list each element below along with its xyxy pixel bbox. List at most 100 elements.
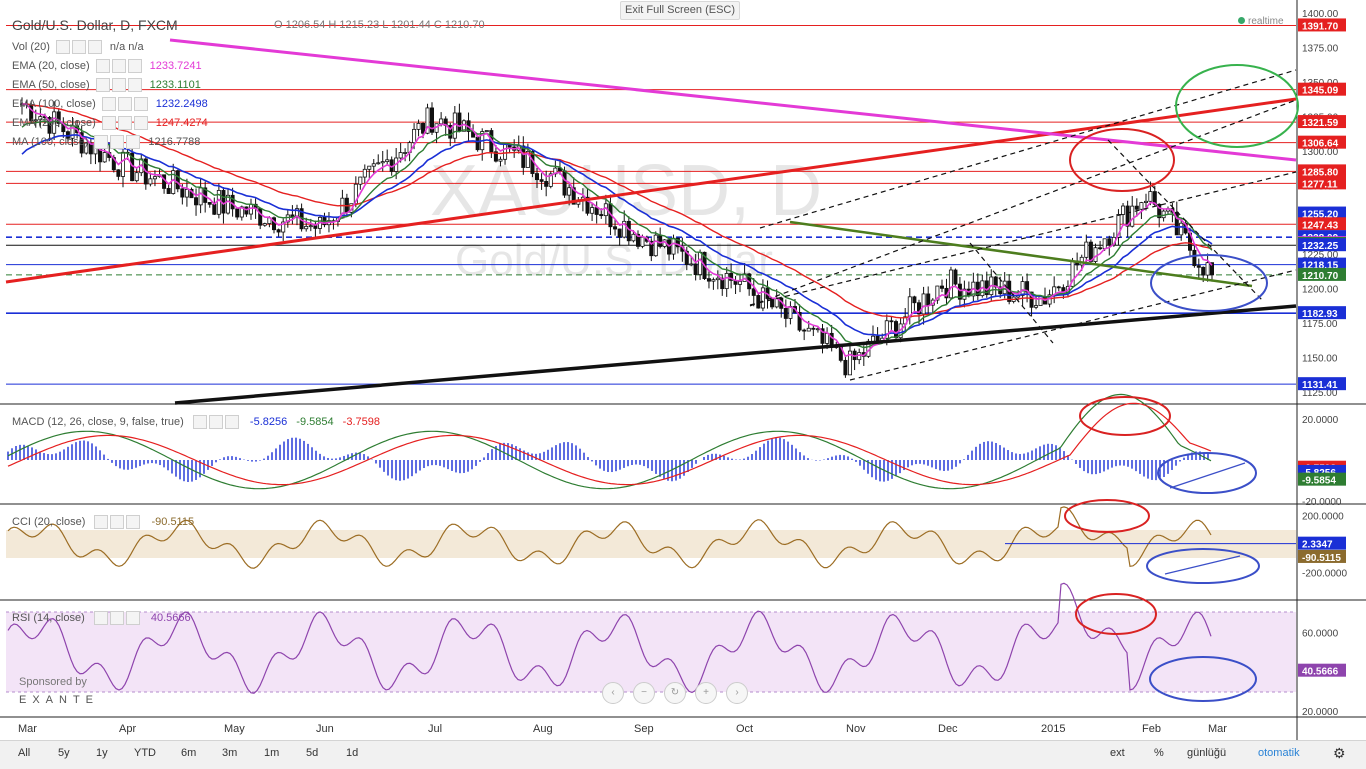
range-button-3m[interactable]: 3m [222,747,238,759]
candle-body [380,161,385,164]
legend-value: 1233.1101 [149,78,201,91]
time-axis-label: Jul [428,723,442,735]
candle-body [715,277,720,281]
candle-body [622,220,627,238]
scroll-left-icon[interactable]: ‹ [602,682,624,704]
range-button-5y[interactable]: 5y [58,747,70,759]
range-button-all[interactable]: All [18,747,31,759]
rsi-controls[interactable] [93,611,142,625]
range-button-ytd[interactable]: YTD [134,747,156,759]
price-label-box [1298,82,1346,96]
legend-row: EMA (20, close) 1233.7241 [12,59,208,73]
eye-icon[interactable] [95,78,110,92]
eye-icon[interactable] [93,611,108,625]
close-icon[interactable] [133,116,148,130]
candle-body [198,187,203,206]
legend-row: Vol (20) n/a n/a [12,40,150,54]
watermark-symbol: XAUUSD, D [430,151,822,231]
cci-legend: CCI (20, close) -90.5115 [12,515,200,529]
candle-body [1144,200,1149,203]
gear-icon[interactable] [117,97,132,111]
gear-icon[interactable] [110,515,125,529]
range-button-1m[interactable]: 1m [264,747,280,759]
gear-icon[interactable] [111,59,126,73]
price-tick-label: 1300.00 [1302,147,1339,158]
toolbar-option-1[interactable]: % [1154,747,1164,759]
range-button-5d[interactable]: 5d [306,747,319,759]
toolbar-option-3[interactable]: otomatik [1258,747,1300,759]
macd-line [7,393,1212,490]
toolbar-option-0[interactable]: ext [1110,747,1125,759]
close-icon[interactable] [133,97,148,111]
candle-body [756,295,761,309]
cci-line [7,506,1212,569]
settings-gear-icon[interactable]: ⚙ [1333,745,1346,761]
legend-value: 1216.7788 [148,135,201,148]
chart-navigation[interactable]: ‹ − ↻ + › [602,682,757,704]
eye-icon[interactable] [55,40,70,54]
close-icon[interactable] [87,40,102,54]
candle-body [544,181,549,187]
price-label-box [1298,206,1346,220]
eye-icon[interactable] [192,415,207,429]
eye-icon[interactable] [101,116,116,130]
scroll-right-icon[interactable]: › [726,682,748,704]
gear-icon[interactable] [110,135,125,149]
zoom-out-icon[interactable]: − [633,682,655,704]
close-icon[interactable] [127,59,142,73]
rsi-label: RSI (14, close) [12,611,85,624]
range-button-6m[interactable]: 6m [181,747,197,759]
candle-body [711,279,716,282]
gear-icon[interactable] [71,40,86,54]
legend-controls[interactable] [101,97,150,111]
macd-controls[interactable] [192,415,241,429]
eye-icon[interactable] [94,515,109,529]
close-icon[interactable] [127,78,142,92]
cci-controls[interactable] [94,515,142,529]
legend-controls[interactable] [101,116,150,130]
price-label-box [1298,115,1346,129]
gear-icon[interactable] [111,78,126,92]
close-icon[interactable] [126,515,141,529]
time-axis-label: Feb [1142,723,1161,735]
sponsor-logo[interactable]: EXANTE [19,694,100,706]
close-icon[interactable] [126,135,141,149]
zoom-in-icon[interactable]: + [695,682,717,704]
exit-full-screen-button[interactable]: Exit Full Screen (ESC) [620,1,740,20]
candle-body [1093,247,1098,262]
range-button-1y[interactable]: 1y [96,747,108,759]
legend-controls[interactable] [55,40,104,54]
legend-label: EMA (20, close) [12,59,90,72]
close-icon[interactable] [224,415,239,429]
close-icon[interactable] [125,611,140,625]
candle-body [33,119,38,122]
gear-icon[interactable] [117,116,132,130]
candle-body [636,233,641,247]
candle-body [1056,286,1061,289]
candle-body [403,152,408,154]
candle-body [412,128,417,144]
legend-controls[interactable] [95,78,144,92]
toolbar-option-2[interactable]: günlüğü [1187,747,1227,759]
reset-icon[interactable]: ↻ [664,682,686,704]
legend-controls[interactable] [94,135,142,149]
candle-body [1116,214,1121,238]
candle-body [376,162,381,165]
eye-icon[interactable] [101,97,116,111]
legend-controls[interactable] [95,59,144,73]
cci-label: 2.3347 [1302,540,1333,551]
cci-tick-label: -200.0000 [1302,569,1347,580]
candle-body [631,233,636,242]
eye-icon[interactable] [94,135,109,149]
gear-icon[interactable] [208,415,223,429]
candle-body [371,163,376,167]
candle-body [953,269,958,285]
gear-icon[interactable] [109,611,124,625]
eye-icon[interactable] [95,59,110,73]
legend-value: 1233.7241 [149,59,202,72]
range-button-1d[interactable]: 1d [346,747,359,759]
candle-body [1020,281,1025,296]
macd-value-2: -9.5854 [296,415,334,428]
price-tick-label: 1200.00 [1302,285,1339,296]
